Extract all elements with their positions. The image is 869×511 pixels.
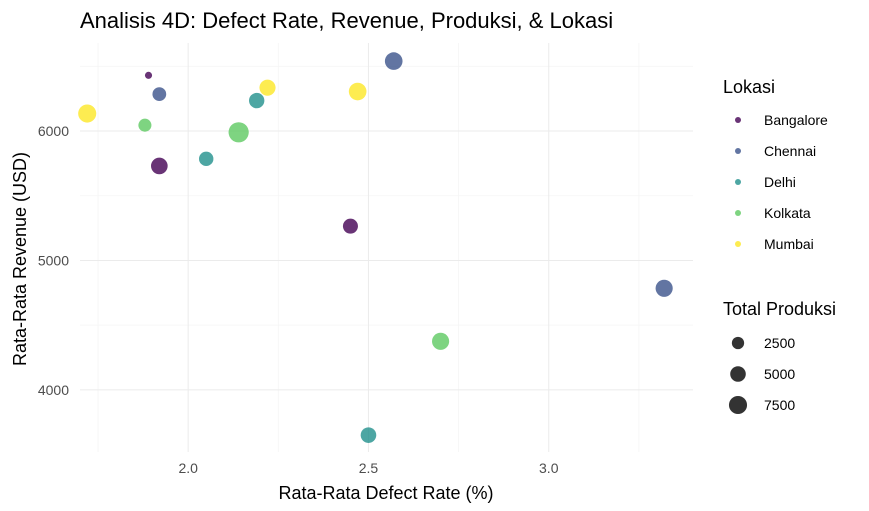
point-bangalore	[144, 71, 153, 79]
legend-key-bangalore	[735, 117, 741, 123]
legend-label-mumbai: Mumbai	[764, 236, 814, 252]
legend-key-chennai	[735, 148, 741, 154]
point-bangalore	[151, 157, 168, 175]
point-chennai	[384, 52, 403, 70]
legend-key-delhi	[735, 179, 741, 185]
point-delhi	[199, 151, 214, 167]
y-tick-label: 5000	[38, 252, 69, 268]
size-legend-label: 7500	[764, 397, 795, 413]
y-axis-ticks: 4000 5000 6000	[38, 123, 69, 398]
point-kolkata	[228, 122, 249, 143]
legend-label-kolkata: Kolkata	[764, 205, 811, 221]
point-kolkata	[138, 118, 152, 132]
x-tick-label: 2.0	[178, 460, 198, 476]
grid	[80, 43, 693, 452]
point-delhi	[249, 92, 265, 109]
y-axis-title: Rata-Rata Revenue (USD)	[10, 152, 30, 366]
y-tick-label: 6000	[38, 123, 69, 139]
point-chennai	[152, 87, 167, 102]
legend-key-kolkata	[735, 210, 741, 216]
legend-label-chennai: Chennai	[764, 143, 816, 159]
legend-label-bangalore: Bangalore	[764, 112, 828, 128]
color-legend-title: Lokasi	[723, 77, 775, 97]
data-points	[78, 52, 673, 443]
legend-label-delhi: Delhi	[764, 174, 796, 190]
size-key	[730, 366, 746, 382]
legend-key-mumbai	[735, 241, 741, 247]
point-delhi	[360, 427, 377, 443]
x-tick-label: 2.5	[359, 460, 379, 476]
point-bangalore	[342, 218, 358, 234]
chart-title: Analisis 4D: Defect Rate, Revenue, Produ…	[80, 8, 613, 33]
color-legend: Lokasi Bangalore Chennai Delhi Kolkata Mumba…	[723, 77, 828, 252]
point-mumbai	[78, 104, 97, 123]
size-legend-title: Total Produksi	[723, 299, 836, 319]
y-tick-label: 4000	[38, 382, 69, 398]
point-chennai	[655, 279, 673, 297]
point-mumbai	[259, 79, 276, 96]
size-legend-label: 5000	[764, 366, 795, 382]
size-legend-label: 2500	[764, 335, 795, 351]
size-legend: Total Produksi 2500 5000 7500	[723, 299, 836, 415]
x-axis-title: Rata-Rata Defect Rate (%)	[278, 483, 493, 503]
size-key	[731, 336, 745, 350]
size-key	[728, 395, 748, 415]
x-axis-ticks: 2.0 2.5 3.0	[178, 460, 558, 476]
x-tick-label: 3.0	[539, 460, 559, 476]
point-mumbai	[348, 82, 367, 101]
point-kolkata	[432, 332, 450, 350]
